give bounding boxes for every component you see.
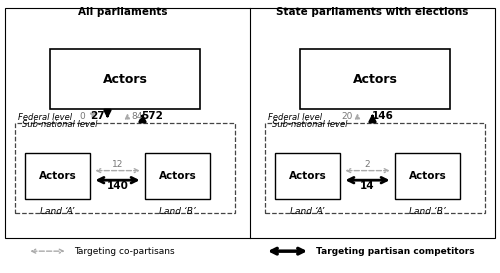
Text: 2: 2 [364,160,370,169]
Text: Land ‘B’: Land ‘B’ [409,207,446,216]
Bar [15,123,235,213]
Text: Actors: Actors [288,171,327,181]
Bar [300,49,450,109]
Text: Land ‘A’: Land ‘A’ [290,207,324,216]
Bar [25,153,90,199]
Text: Federal level: Federal level [268,114,322,122]
Text: State parliaments with elections: State parliaments with elections [276,7,468,17]
Text: Actors: Actors [408,171,447,181]
Text: 84: 84 [132,112,143,120]
Bar [145,153,210,199]
Text: Land ‘A’: Land ‘A’ [40,207,74,216]
Text: 0: 0 [80,112,86,120]
Bar [265,123,485,213]
Bar [395,153,460,199]
Text: Land ‘B’: Land ‘B’ [159,207,196,216]
Text: Targeting co-partisans: Targeting co-partisans [74,247,174,256]
Text: All parliaments: All parliaments [78,7,167,17]
Text: Sub-national level: Sub-national level [272,120,348,129]
Text: 14: 14 [360,181,375,191]
Text: 20: 20 [342,112,353,120]
Text: Targeting partisan competitors: Targeting partisan competitors [316,247,474,256]
Text: Sub-national level: Sub-national level [22,120,98,129]
Text: 27: 27 [90,111,105,121]
Bar [50,49,200,109]
Text: Actors: Actors [102,73,148,86]
Text: Actors: Actors [38,171,76,181]
Text: Federal level: Federal level [18,114,72,122]
Bar [5,8,495,238]
Text: Actors: Actors [158,171,196,181]
Text: 146: 146 [372,111,394,121]
Text: 140: 140 [106,181,128,191]
Bar [275,153,340,199]
Text: 12: 12 [112,160,123,169]
Text: 572: 572 [142,111,164,121]
Text: Actors: Actors [352,73,398,86]
